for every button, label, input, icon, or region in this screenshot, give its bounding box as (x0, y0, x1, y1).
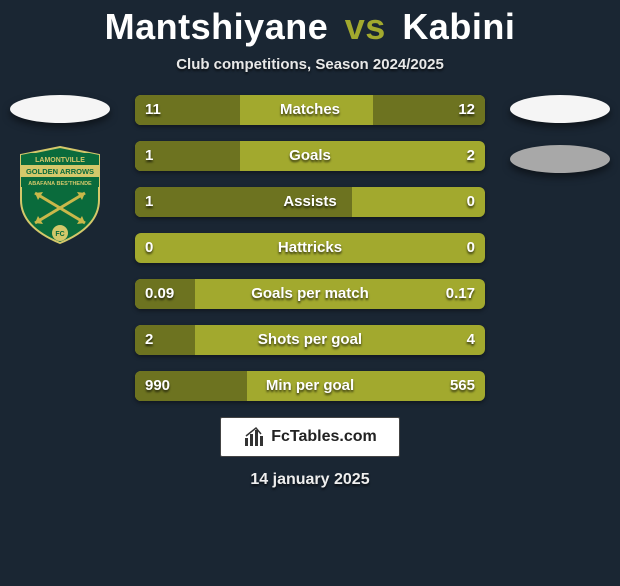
footer-site-text: FcTables.com (271, 428, 377, 446)
stat-row: 24Shots per goal (135, 325, 485, 355)
stat-label: Goals (135, 141, 485, 171)
badge-top-text: LAMONTVILLE (35, 157, 85, 164)
badge-mid-text: GOLDEN ARROWS (26, 167, 94, 176)
content-area: LAMONTVILLE GOLDEN ARROWS ABAFANA BES'TH… (0, 95, 620, 401)
player2-oval (510, 95, 610, 123)
left-column: LAMONTVILLE GOLDEN ARROWS ABAFANA BES'TH… (10, 95, 110, 245)
stat-row: 10Assists (135, 187, 485, 217)
player2-name: Kabini (402, 6, 515, 47)
chart-icon (243, 426, 265, 448)
comparison-title: Mantshiyane vs Kabini (0, 6, 620, 48)
stat-row: 1112Matches (135, 95, 485, 125)
vs-text: vs (345, 6, 386, 47)
stat-label: Hattricks (135, 233, 485, 263)
footer-site-badge[interactable]: FcTables.com (220, 417, 400, 457)
right-column (510, 95, 610, 195)
stat-row: 990565Min per goal (135, 371, 485, 401)
stat-row: 12Goals (135, 141, 485, 171)
player1-name: Mantshiyane (105, 6, 329, 47)
badge-fc-text: FC (55, 231, 64, 238)
badge-bottom-text: ABAFANA BES'THENDE (28, 181, 92, 187)
stat-label: Shots per goal (135, 325, 485, 355)
stat-row: 00Hattricks (135, 233, 485, 263)
date-text: 14 january 2025 (0, 471, 620, 489)
stat-bars: 1112Matches 12Goals 10Assists 00Hattricks 0.… (135, 95, 485, 401)
player1-oval (10, 95, 110, 123)
stat-label: Goals per match (135, 279, 485, 309)
stat-label: Assists (135, 187, 485, 217)
player2-team-oval (510, 145, 610, 173)
stat-label: Min per goal (135, 371, 485, 401)
player1-team-badge: LAMONTVILLE GOLDEN ARROWS ABAFANA BES'TH… (15, 145, 105, 245)
subtitle: Club competitions, Season 2024/2025 (0, 56, 620, 73)
stat-label: Matches (135, 95, 485, 125)
stat-row: 0.090.17Goals per match (135, 279, 485, 309)
